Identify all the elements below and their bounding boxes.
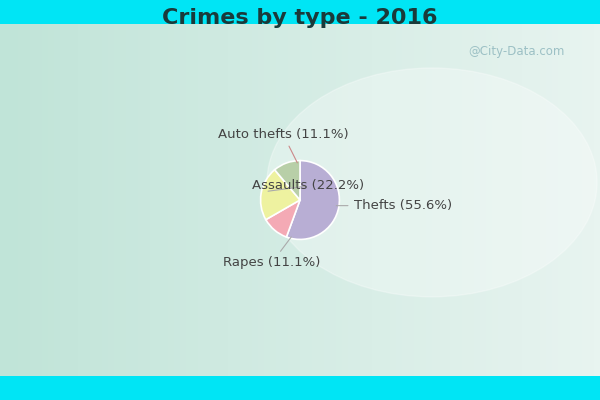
Text: @City-Data.com: @City-Data.com [468, 46, 565, 58]
Wedge shape [286, 160, 340, 240]
Text: Auto thefts (11.1%): Auto thefts (11.1%) [218, 128, 349, 163]
Text: Rapes (11.1%): Rapes (11.1%) [223, 237, 320, 269]
Wedge shape [260, 170, 300, 220]
Text: Crimes by type - 2016: Crimes by type - 2016 [162, 8, 438, 28]
Wedge shape [266, 200, 300, 237]
Wedge shape [275, 160, 300, 200]
Text: Assaults (22.2%): Assaults (22.2%) [252, 180, 364, 192]
Text: Thefts (55.6%): Thefts (55.6%) [336, 199, 452, 212]
Ellipse shape [267, 68, 597, 297]
